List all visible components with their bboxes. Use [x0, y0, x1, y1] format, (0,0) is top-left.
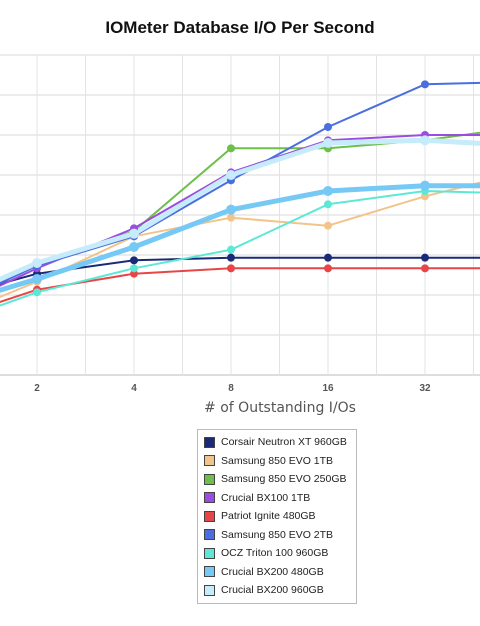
- data-point: [421, 253, 429, 262]
- x-tick-label: 2: [34, 383, 40, 394]
- chart-title: IOMeter Database I/O Per Second: [105, 18, 375, 37]
- legend-label: Samsung 850 EVO 250GB: [221, 473, 347, 486]
- series-line: [0, 181, 480, 299]
- series-line: [0, 190, 480, 307]
- legend-label: Samsung 850 EVO 1TB: [221, 454, 334, 467]
- data-point: [226, 170, 236, 180]
- series-points: [32, 80, 430, 297]
- legend-item: OCZ Triton 100 960GB: [202, 544, 352, 563]
- series-line: [0, 81, 480, 285]
- data-point: [32, 258, 42, 268]
- data-point: [421, 80, 429, 89]
- data-point: [227, 213, 235, 222]
- data-point: [324, 264, 332, 273]
- data-point: [130, 264, 138, 273]
- x-tick-labels: 2 4 8 16 32: [34, 383, 431, 394]
- series-line: [0, 256, 480, 285]
- x-tick-label: 16: [322, 383, 334, 394]
- legend-item: Samsung 850 EVO 1TB: [202, 452, 352, 471]
- legend-swatch: [204, 529, 215, 541]
- legend-item: Corsair Neutron XT 960GB: [202, 433, 352, 452]
- legend: Corsair Neutron XT 960GB Samsung 850 EVO …: [197, 429, 357, 604]
- legend-item: Samsung 850 EVO 250GB: [202, 470, 352, 489]
- x-axis-title: # of Outstanding I/Os: [204, 400, 356, 416]
- legend-label: Patriot Ignite 480GB: [221, 510, 316, 523]
- data-point: [324, 200, 332, 209]
- data-point: [420, 135, 430, 146]
- legend-item: Samsung 850 EVO 2TB: [202, 526, 352, 545]
- legend-swatch: [204, 492, 215, 504]
- data-point: [323, 186, 333, 196]
- x-tick-label: 4: [131, 383, 137, 394]
- legend-swatch: [204, 473, 215, 485]
- legend-label: Crucial BX200 480GB: [221, 565, 324, 578]
- data-point: [227, 144, 235, 153]
- data-point: [32, 274, 42, 284]
- legend-item: Crucial BX200 960GB: [202, 581, 352, 600]
- data-point: [420, 180, 430, 191]
- legend-swatch: [204, 455, 215, 467]
- legend-swatch: [204, 584, 215, 596]
- series-line: [0, 137, 480, 283]
- series-lines: [0, 81, 480, 307]
- data-point: [129, 242, 139, 252]
- data-point: [227, 245, 235, 254]
- data-point: [421, 264, 429, 273]
- legend-label: Corsair Neutron XT 960GB: [221, 436, 347, 449]
- data-point: [130, 256, 138, 265]
- data-point: [324, 123, 332, 131]
- legend-label: Crucial BX200 960GB: [221, 584, 324, 597]
- legend-label: OCZ Triton 100 960GB: [221, 547, 329, 560]
- data-point: [227, 253, 235, 262]
- x-tick-label: 32: [419, 383, 431, 394]
- plot-area: 2 4 8 16 32: [0, 54, 480, 394]
- series-line: [0, 183, 480, 293]
- grid: [0, 54, 480, 376]
- data-point: [323, 138, 333, 148]
- data-point: [227, 264, 235, 273]
- legend-item: Patriot Ignite 480GB: [202, 507, 352, 526]
- legend-item: Crucial BX200 480GB: [202, 563, 352, 582]
- data-point: [226, 204, 236, 215]
- legend-label: Samsung 850 EVO 2TB: [221, 528, 334, 541]
- x-tick-label: 8: [228, 383, 234, 394]
- legend-label: Crucial BX100 1TB: [221, 491, 311, 504]
- data-point: [129, 228, 139, 239]
- data-point: [324, 221, 332, 230]
- series-line: [0, 134, 480, 287]
- data-point: [324, 253, 332, 262]
- data-point: [33, 288, 41, 297]
- legend-swatch: [204, 510, 215, 522]
- legend-swatch: [204, 566, 215, 578]
- legend-swatch: [204, 547, 215, 559]
- legend-item: Crucial BX100 1TB: [202, 489, 352, 508]
- legend-swatch: [204, 436, 215, 448]
